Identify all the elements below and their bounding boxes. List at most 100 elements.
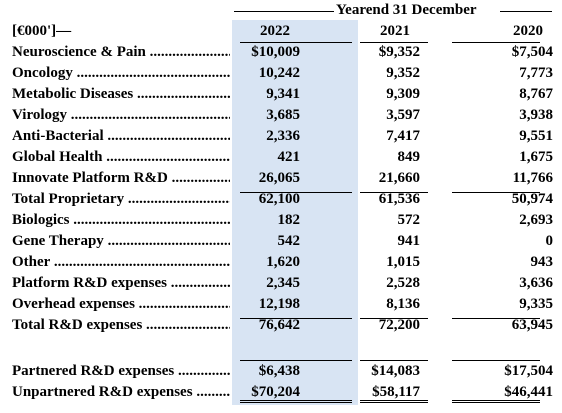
row-label: Neuroscience & Pain [12, 42, 230, 63]
value-2021: 2,528 [386, 275, 420, 291]
table-row: Biologics 182 572 2,693 [10, 210, 555, 231]
double-underline-2021 [360, 400, 428, 403]
value-2022: $6,438 [258, 363, 300, 379]
group-header: Yearend 31 December [232, 2, 552, 18]
value-2022: 2,336 [266, 128, 300, 144]
table-row: Partnered R&D expenses $6,438 $14,083 $17,5… [10, 361, 555, 382]
row-label: Biologics [12, 210, 230, 231]
row-label: Other [12, 252, 230, 273]
value-2021: $9,352 [378, 44, 420, 60]
value-2022: 62,100 [258, 191, 300, 207]
row-label: Anti-Bacterial [12, 126, 230, 147]
value-2020: 0 [545, 233, 554, 249]
double-underline-2022 [240, 400, 352, 403]
value-2022: $70,204 [251, 384, 300, 400]
header-underline-2020 [452, 42, 540, 43]
value-2021: 21,660 [378, 170, 420, 186]
table-row: Total R&D expenses 76,642 72,200 63,945 [10, 315, 555, 336]
value-2022: 1,620 [266, 254, 300, 270]
table-row: Metabolic Diseases 9,341 9,309 8,767 [10, 84, 555, 105]
value-2020: 2,693 [519, 212, 553, 228]
value-2021: 9,309 [386, 86, 420, 102]
table-row: Platform R&D expenses 2,345 2,528 3,636 [10, 273, 555, 294]
year-2020: 2020 [513, 23, 543, 39]
header-rule-left [234, 11, 334, 12]
value-2020: 50,974 [511, 191, 553, 207]
header-underline-2022 [240, 42, 352, 43]
value-2021: $58,117 [372, 384, 420, 400]
value-2021: 8,136 [386, 296, 420, 312]
subtotal-line-2022 [240, 192, 352, 193]
table-row: Gene Therapy 542 941 0 [10, 231, 555, 252]
row-label: Virology [12, 105, 230, 126]
double-underline-2020 [452, 400, 540, 403]
value-2022: 76,642 [258, 317, 300, 333]
value-2022: 10,242 [258, 65, 300, 81]
row-label: Gene Therapy [12, 231, 230, 252]
header-rule-right [500, 11, 552, 12]
group-header-text: Yearend 31 December [336, 2, 477, 18]
total-line-2022 [240, 318, 352, 319]
row-label: Total Proprietary [12, 189, 230, 210]
value-2020: 7,773 [519, 65, 553, 81]
value-2021: 3,597 [386, 107, 420, 123]
row-label: Overhead expenses [12, 294, 230, 315]
row-label: Platform R&D expenses [12, 273, 230, 294]
value-2021: 572 [397, 212, 421, 228]
value-2022: 542 [277, 233, 301, 249]
header-row: [€000']— 2022 2021 2020 [10, 21, 555, 42]
row-label: Oncology [12, 63, 230, 84]
value-2020: 11,766 [512, 170, 553, 186]
value-2021: 1,015 [386, 254, 420, 270]
value-2020: 9,335 [519, 296, 553, 312]
highlight-column-2022 [232, 20, 358, 405]
value-2020: 1,675 [519, 149, 553, 165]
value-2022: 421 [277, 149, 301, 165]
unit-label: [€000']— [12, 23, 72, 39]
row-label: Total R&D expenses [12, 315, 230, 336]
table-row: Global Health 421 849 1,675 [10, 147, 555, 168]
value-2022: 182 [277, 212, 301, 228]
total-line-2021 [360, 318, 428, 319]
value-2020: $7,504 [511, 44, 553, 60]
row-label: Metabolic Diseases [12, 84, 230, 105]
row-label: Innovate Platform R&D [12, 168, 230, 189]
value-2020: $46,441 [504, 384, 553, 400]
value-2022: 3,685 [266, 107, 300, 123]
value-2020: 63,945 [511, 317, 553, 333]
value-2021: 7,417 [386, 128, 420, 144]
table-row: Innovate Platform R&D 26,065 21,660 11,766 [10, 168, 555, 189]
value-2020: 8,767 [519, 86, 553, 102]
value-2020: $17,504 [504, 363, 553, 379]
table-row: Oncology 10,242 9,352 7,773 [10, 63, 555, 84]
value-2022: 26,065 [258, 170, 300, 186]
subtotal-line-2021 [360, 192, 428, 193]
row-label: Global Health [12, 147, 230, 168]
value-2021: 9,352 [386, 65, 420, 81]
value-2022: $10,009 [251, 44, 300, 60]
table-row: Total Proprietary 62,100 61,536 50,974 [10, 189, 555, 210]
table-row: Overhead expenses 12,198 8,136 9,335 [10, 294, 555, 315]
partnered-line-2021 [360, 360, 428, 361]
value-2020: 3,636 [519, 275, 553, 291]
value-2021: $14,083 [371, 363, 420, 379]
table-row: Unpartnered R&D expenses $70,204 $58,117 $4… [10, 382, 555, 403]
value-2021: 941 [397, 233, 421, 249]
year-2021: 2021 [380, 23, 410, 39]
table-row: Anti-Bacterial 2,336 7,417 9,551 [10, 126, 555, 147]
header-underline-2021 [360, 42, 428, 43]
total-line-2020 [452, 318, 540, 319]
value-2020: 943 [530, 254, 554, 270]
subtotal-line-2020 [452, 192, 540, 193]
value-2020: 9,551 [519, 128, 553, 144]
table-row: Neuroscience & Pain $10,009 $9,352 $7,504 [10, 42, 555, 63]
value-2021: 849 [397, 149, 421, 165]
row-label: Unpartnered R&D expenses [12, 382, 230, 403]
value-2022: 12,198 [258, 296, 300, 312]
row-label: Partnered R&D expenses [12, 361, 230, 382]
partnered-line-2022 [240, 360, 352, 361]
value-2021: 72,200 [378, 317, 420, 333]
value-2020: 3,938 [519, 107, 553, 123]
year-2022: 2022 [260, 23, 290, 39]
value-2022: 2,345 [266, 275, 300, 291]
